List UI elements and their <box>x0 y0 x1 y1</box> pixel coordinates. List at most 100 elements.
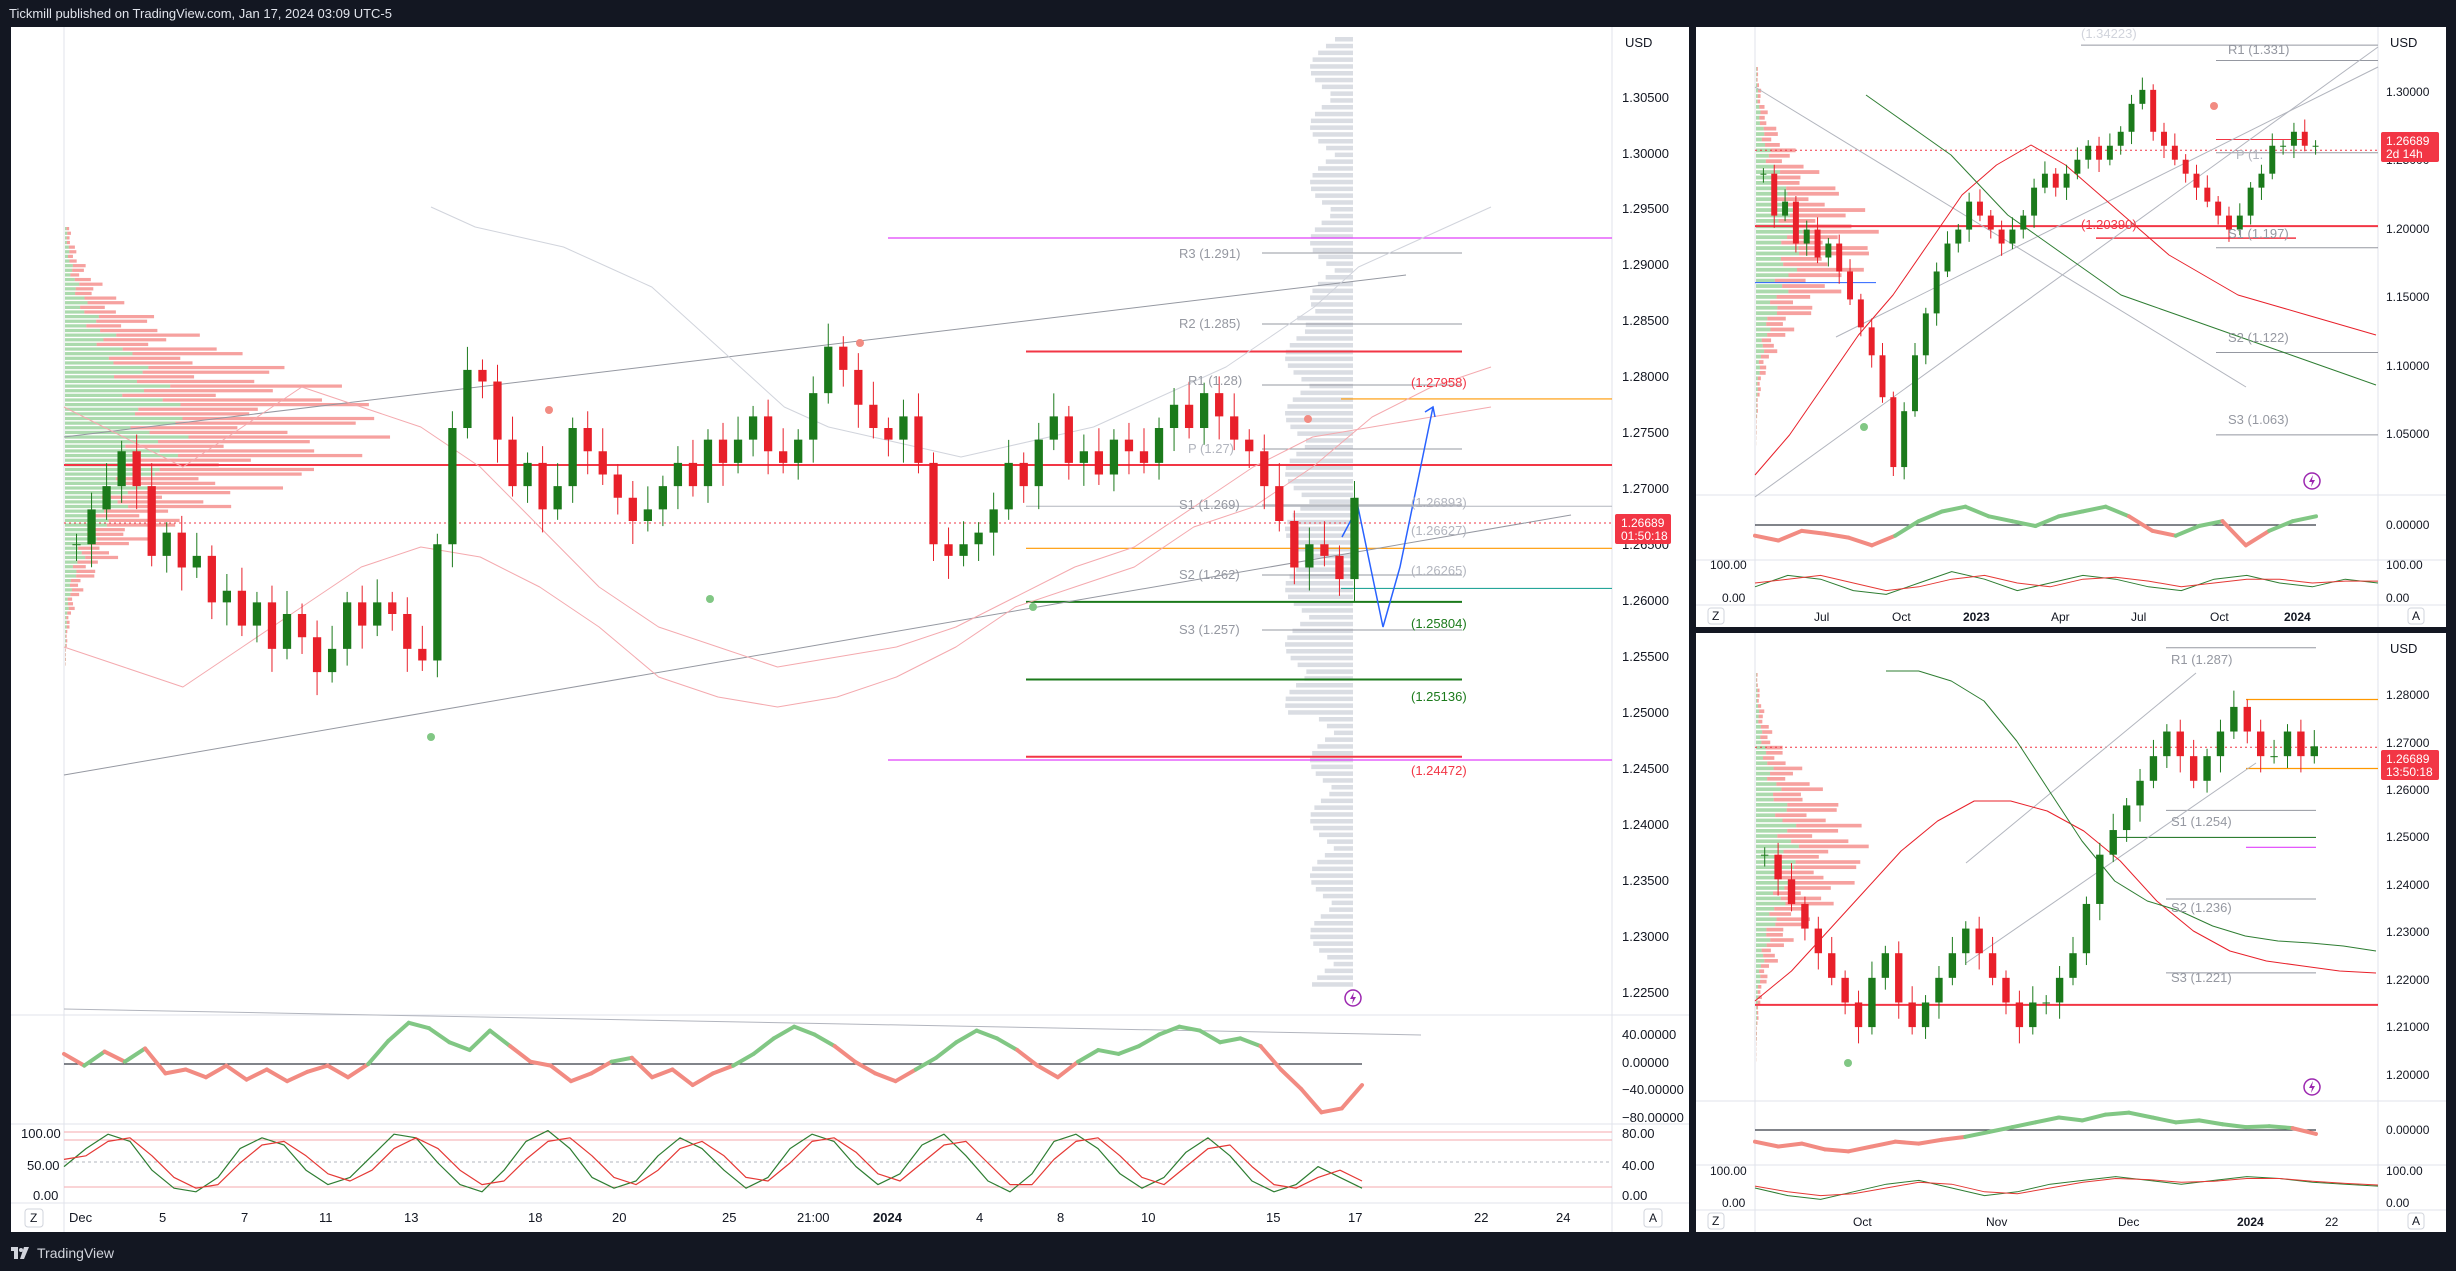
candle-body <box>733 439 743 463</box>
price-axis[interactable]: 1.28000 1.27000 1.26000 1.25000 1.24000 … <box>2386 688 2430 1082</box>
profile-bar <box>1773 797 1803 802</box>
candle-body <box>929 462 938 545</box>
candle-body <box>2161 131 2167 146</box>
weekly-chart-panel[interactable]: USD 1.30000 1.25000 1.20000 1.15000 1.10… <box>1696 27 2446 627</box>
daily-chart-svg[interactable]: USD 1.28000 1.27000 1.26000 1.25000 1.24… <box>1696 633 2446 1232</box>
svg-text:Z: Z <box>30 1211 37 1225</box>
oscillator-segment <box>1916 1137 1944 1146</box>
profile-bar <box>1761 740 1771 745</box>
profile-bar <box>65 440 159 444</box>
candle-body <box>763 416 773 452</box>
profile-bar <box>65 639 66 643</box>
profile-bar <box>65 602 69 606</box>
lightning-icon[interactable] <box>1344 989 1362 1007</box>
candle-body <box>1801 903 1809 929</box>
timezone-button[interactable]: Z <box>24 1208 44 1228</box>
session-profile-bar <box>1333 730 1353 736</box>
profile-bar <box>65 352 133 356</box>
profile-bar <box>154 472 302 476</box>
time-axis[interactable]: Dec 5 7 11 13 18 20 25 21:00 2024 4 8 10… <box>69 1210 1570 1225</box>
profile-bar <box>1756 409 1757 413</box>
profile-bar <box>96 342 149 347</box>
profile-bar <box>1756 115 1760 120</box>
time-tick: 8 <box>1057 1210 1064 1225</box>
profile-bar <box>104 509 169 513</box>
candle-body <box>2283 731 2292 757</box>
price-tick: 1.25000 <box>2386 830 2430 844</box>
profile-bar <box>1756 782 1777 786</box>
profile-bar <box>1780 896 1822 901</box>
session-profile-bar <box>1317 281 1353 287</box>
oscillator-segment <box>447 1040 472 1053</box>
profile-bar <box>1767 761 1786 766</box>
main-chart-svg[interactable]: USD 1.30500 1.30000 1.29500 1.29000 1.28… <box>11 27 1689 1232</box>
candle-body <box>854 369 863 405</box>
profile-bar <box>1762 730 1773 734</box>
oscillator-segment <box>1823 1147 1851 1154</box>
profile-bar <box>86 324 122 328</box>
candle-body <box>1761 854 1769 856</box>
price-tick: 1.25500 <box>1622 649 1669 664</box>
svg-text:Z: Z <box>1712 1214 1719 1228</box>
profile-bar <box>1761 137 1772 142</box>
session-profile-bar <box>1289 574 1353 579</box>
candle-body <box>1320 544 1329 556</box>
profile-bar <box>1757 699 1759 703</box>
auto-scale-button[interactable]: A <box>2407 1212 2425 1230</box>
candle-body <box>794 439 803 463</box>
weekly-chart-svg[interactable]: USD 1.30000 1.25000 1.20000 1.15000 1.10… <box>1696 27 2446 627</box>
profile-bar <box>65 458 136 462</box>
oscillator-lines <box>1753 504 2379 595</box>
profile-bar <box>1780 257 1822 261</box>
time-axis[interactable]: Oct Nov Dec 2024 22 <box>1853 1215 2339 1229</box>
auto-scale-button[interactable]: A <box>2407 607 2425 625</box>
daily-chart-panel[interactable]: USD 1.28000 1.27000 1.26000 1.25000 1.24… <box>1696 633 2446 1232</box>
lightning-icon[interactable] <box>2303 1078 2321 1096</box>
session-profile-bar <box>1292 397 1353 402</box>
profile-bar <box>1756 305 1778 310</box>
profile-bar <box>81 551 110 555</box>
profile-bar <box>101 495 162 499</box>
profile-bar <box>1763 953 1775 958</box>
oscillator-segment <box>2127 1110 2155 1120</box>
profile-bar <box>1766 322 1783 326</box>
session-profile-bar <box>1304 560 1353 566</box>
price-tick: 1.26000 <box>1622 593 1669 608</box>
main-chart-panel[interactable]: USD 1.30500 1.30000 1.29500 1.29000 1.28… <box>11 27 1689 1232</box>
session-profile-bar <box>1312 982 1353 987</box>
oscillator-segment <box>2080 504 2108 514</box>
profile-bar <box>1756 262 1784 267</box>
candle-body <box>2055 977 2064 1003</box>
profile-bar <box>1756 933 1767 937</box>
session-profile-bar <box>1314 111 1353 117</box>
timezone-button[interactable]: Z <box>1707 607 1725 625</box>
candle-body <box>147 486 156 556</box>
price-axis[interactable]: 1.30500 1.30000 1.29500 1.29000 1.28500 … <box>1622 90 1669 1000</box>
oscillator-segment <box>2197 519 2225 528</box>
oscillator-segment <box>2056 1115 2085 1123</box>
profile-bar <box>1756 376 1758 381</box>
profile-bar <box>1765 143 1780 147</box>
session-profile-bar <box>1310 873 1353 878</box>
candle-body <box>1814 928 1823 954</box>
profile-bar <box>1794 865 1857 870</box>
time-tick: Dec <box>69 1210 93 1225</box>
profile-bar <box>147 486 284 490</box>
profile-bar <box>159 467 314 472</box>
candle-body <box>2106 145 2113 160</box>
oscillator-segment <box>244 1067 269 1082</box>
candle-body <box>1305 544 1314 568</box>
oscillator-segment <box>2103 1110 2131 1117</box>
profile-bar <box>1756 730 1763 734</box>
signal-dot <box>2210 102 2218 110</box>
lightning-icon[interactable] <box>2303 472 2321 490</box>
profile-bar <box>65 250 70 254</box>
profile-bar <box>65 282 80 286</box>
time-axis[interactable]: Jul Oct 2023 Apr Jul Oct 2024 <box>1814 610 2311 624</box>
profile-bar <box>1761 948 1771 953</box>
auto-scale-button[interactable]: A <box>1643 1208 1663 1228</box>
candle-body <box>1841 977 1849 1003</box>
footer-brand[interactable]: TradingView <box>0 1235 2456 1271</box>
timezone-button[interactable]: Z <box>1707 1212 1725 1230</box>
oscillator-segment <box>1963 504 1991 519</box>
